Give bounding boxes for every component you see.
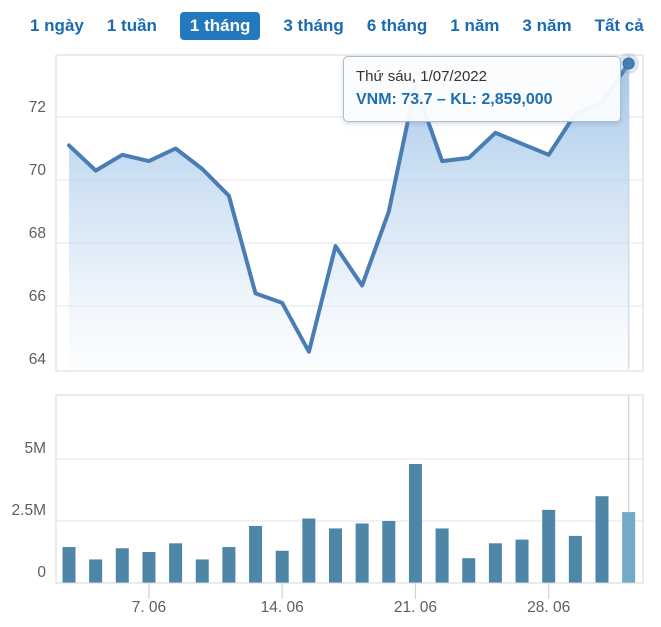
tab-6-thang[interactable]: 6 tháng <box>366 16 428 35</box>
x-axis-label: 7. 06 <box>132 599 166 616</box>
volume-bar[interactable] <box>408 463 422 583</box>
volume-y-axis-label: 5M <box>24 440 46 457</box>
volume-bar[interactable] <box>542 509 556 583</box>
tab-1-tuan[interactable]: 1 tuần <box>106 16 157 35</box>
volume-bar[interactable] <box>595 496 609 583</box>
tab-1-ngay[interactable]: 1 ngày <box>30 16 84 35</box>
volume-bar[interactable] <box>329 528 342 583</box>
tab-3-thang[interactable]: 3 tháng <box>283 16 344 35</box>
volume-bar[interactable] <box>568 535 582 583</box>
tooltip-date: Thứ sáu, 1/07/2022 <box>356 68 487 85</box>
volume-bar[interactable] <box>302 518 316 583</box>
time-range-tabs: 1 ngày 1 tuần 1 tháng 3 tháng 6 tháng 1 … <box>30 11 644 41</box>
price-y-axis-label: 70 <box>29 162 47 179</box>
volume-y-axis-label: 0 <box>37 564 46 581</box>
volume-bar[interactable] <box>515 539 529 583</box>
price-y-axis-label: 64 <box>29 351 47 368</box>
price-line[interactable] <box>67 61 631 354</box>
volume-bar[interactable] <box>222 547 236 583</box>
volume-y-axis-label: 2.5M <box>12 502 46 519</box>
volume-bar[interactable] <box>382 521 396 583</box>
volume-bar[interactable] <box>115 548 129 583</box>
tooltip-price-volume: VNM: 73.7 – KL: 2,859,000 <box>356 91 553 108</box>
x-axis-label: 28. 06 <box>527 599 570 616</box>
x-axis-label: 14. 06 <box>261 599 304 616</box>
volume-bar[interactable] <box>249 525 263 583</box>
price-y-axis-label: 66 <box>29 288 46 305</box>
price-plot-border <box>55 54 644 372</box>
volume-bar[interactable] <box>62 547 76 583</box>
x-axis-label: 21. 06 <box>394 599 437 616</box>
price-y-axis-label: 72 <box>29 99 46 116</box>
volume-bar[interactable] <box>275 550 289 583</box>
volume-bar[interactable] <box>622 512 636 583</box>
volume-bar[interactable] <box>169 543 183 583</box>
volume-plot-border <box>55 394 644 584</box>
volume-bar[interactable] <box>89 559 103 583</box>
volume-bar[interactable] <box>435 528 449 583</box>
tab-1-thang[interactable]: 1 tháng <box>179 12 261 40</box>
volume-bar[interactable] <box>142 552 156 583</box>
volume-bar[interactable] <box>195 559 209 583</box>
volume-bar[interactable] <box>488 543 502 583</box>
volume-bar[interactable] <box>355 523 369 583</box>
last-point-marker[interactable] <box>622 57 635 70</box>
volume-bar[interactable] <box>462 558 476 583</box>
tab-1-nam[interactable]: 1 năm <box>450 16 500 35</box>
price-y-axis-label: 68 <box>29 225 46 242</box>
tab-3-nam[interactable]: 3 năm <box>522 16 572 35</box>
tab-tat-ca[interactable]: Tất cả <box>594 16 644 35</box>
chart-tooltip: Thứ sáu, 1/07/2022 VNM: 73.7 – KL: 2,859… <box>343 56 621 122</box>
